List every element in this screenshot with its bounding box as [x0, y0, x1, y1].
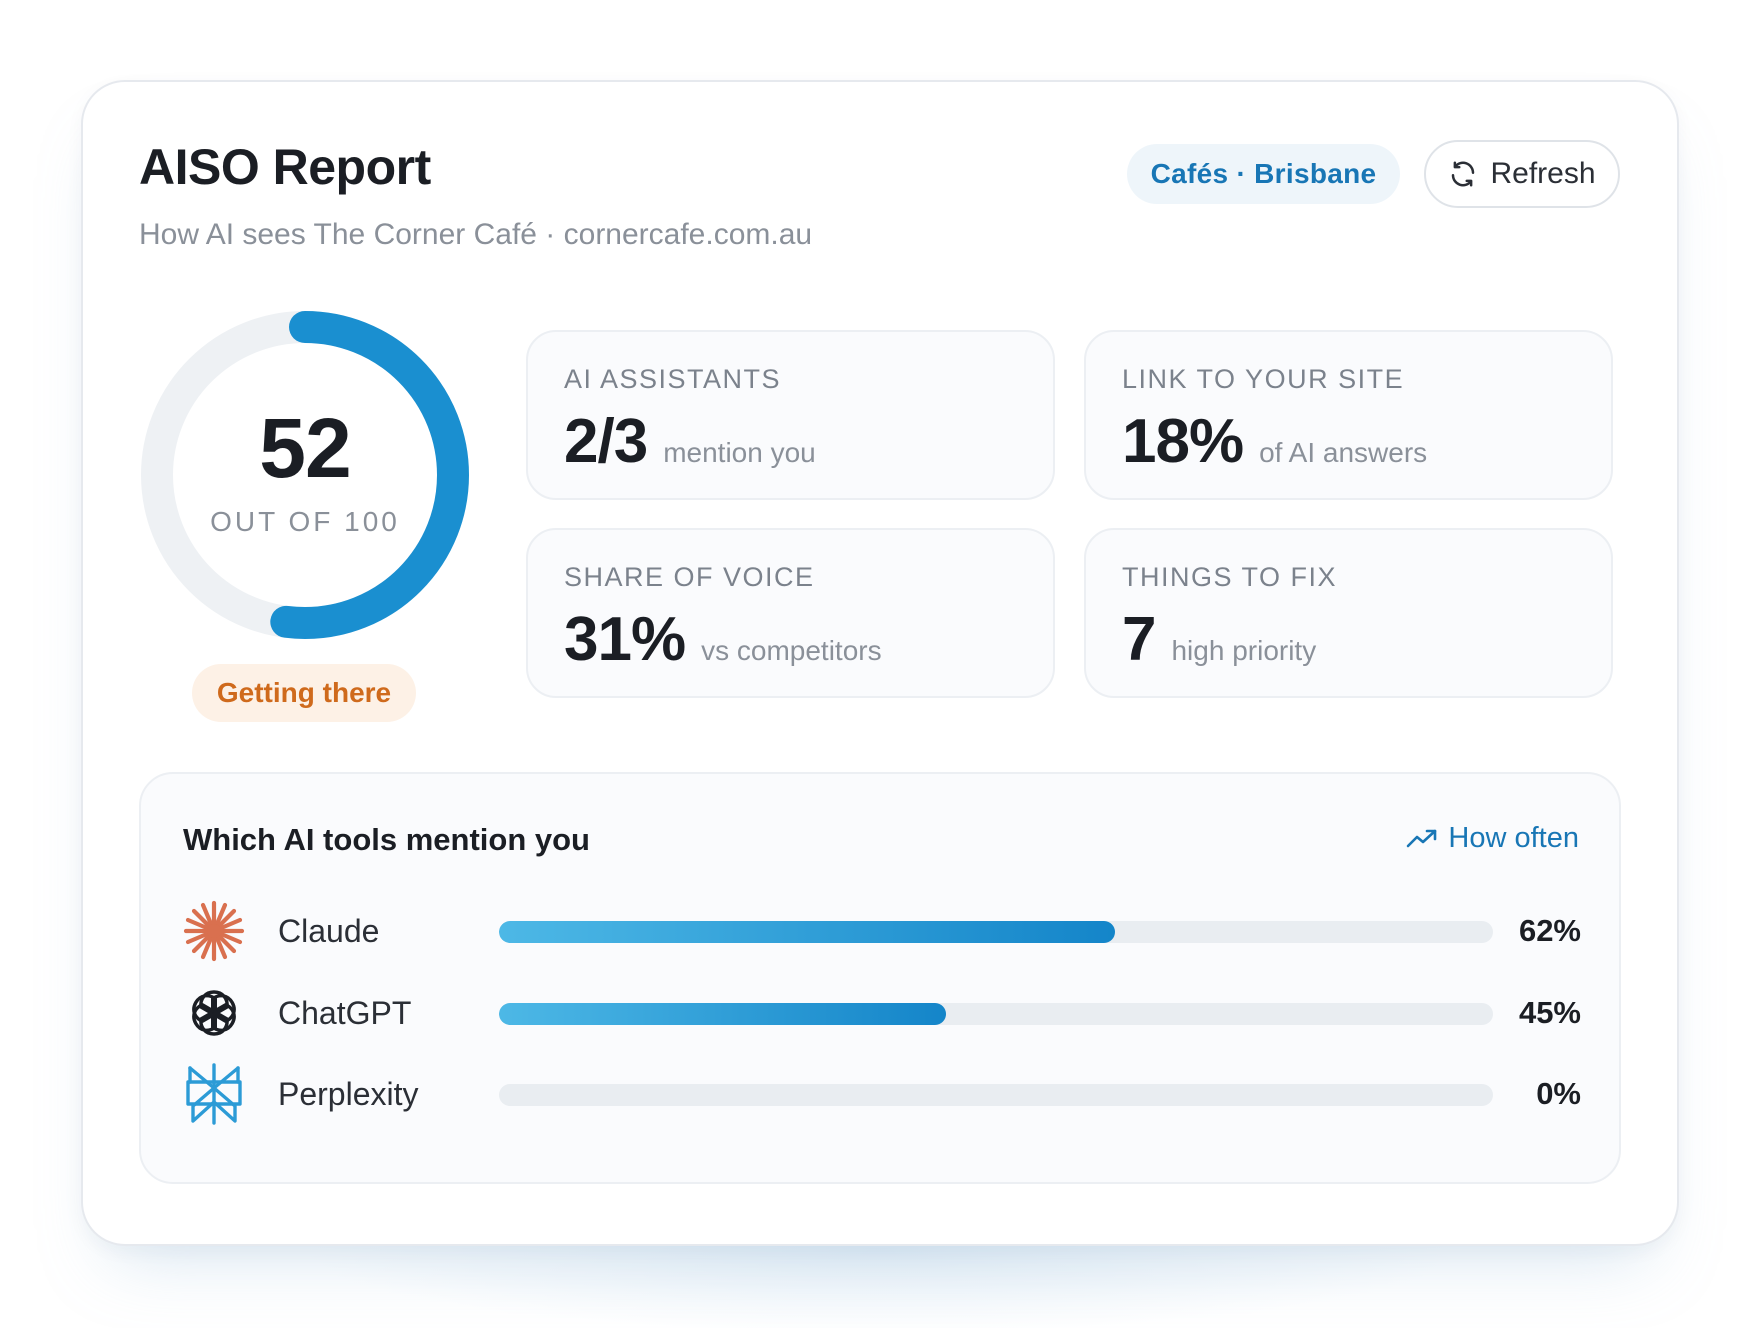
stat-card-ai-assistants: AI ASSISTANTS 2/3 mention you [526, 330, 1055, 500]
status-badge: Getting there [192, 664, 416, 722]
how-often-link[interactable]: How often [1406, 822, 1579, 855]
how-often-label: How often [1448, 822, 1579, 854]
tool-row-perplexity: Perplexity 0% [181, 1059, 1581, 1129]
mention-bar-track [499, 1084, 1493, 1106]
tool-name: Claude [278, 913, 380, 949]
tools-title: Which AI tools mention you [183, 822, 590, 857]
score-value: 52 [259, 401, 351, 495]
mention-bar-track [499, 1003, 1493, 1025]
stat-card-things-to-fix: THINGS TO FIX 7 high priority [1084, 528, 1613, 698]
stat-value: 18% [1122, 407, 1244, 476]
chip-label: Cafés · Brisbane [1150, 158, 1377, 189]
stat-unit: of AI answers [1259, 437, 1428, 468]
tool-row-claude: Claude 62% [181, 896, 1581, 966]
trending-up-icon [1407, 829, 1437, 847]
tool-row-chatgpt: ChatGPT 45% [181, 978, 1581, 1048]
score-caption: OUT OF 100 [210, 506, 400, 537]
ai-tools-panel: Which AI tools mention you How often Cla… [139, 772, 1621, 1184]
stat-unit: mention you [663, 437, 816, 468]
page-subtitle: How AI sees The Corner Café · cornercafe… [139, 218, 813, 251]
gauge-arc [141, 311, 469, 639]
tool-percent: 62% [1518, 913, 1581, 948]
tool-percent: 0% [1536, 1076, 1581, 1111]
stat-label: AI ASSISTANTS [564, 364, 782, 394]
chatgpt-icon [192, 990, 236, 1036]
stat-label: THINGS TO FIX [1122, 562, 1338, 592]
tool-name: ChatGPT [278, 995, 412, 1031]
page-title: AISO Report [139, 139, 431, 195]
category-location-chip[interactable]: Cafés · Brisbane [1127, 144, 1400, 204]
claude-icon [183, 900, 245, 962]
tool-percent: 45% [1518, 995, 1581, 1030]
stat-unit: vs competitors [701, 635, 882, 666]
stat-card-share-of-voice: SHARE OF VOICE 31% vs competitors [526, 528, 1055, 698]
stat-value: 7 [1122, 605, 1156, 674]
stat-value: 31% [564, 605, 686, 674]
perplexity-icon [186, 1063, 242, 1125]
score-gauge [141, 311, 469, 639]
stat-label: SHARE OF VOICE [564, 562, 815, 592]
stat-card-link-to-site: LINK TO YOUR SITE 18% of AI answers [1084, 330, 1613, 500]
refresh-icon [1452, 161, 1475, 187]
stat-unit: high priority [1171, 635, 1317, 666]
tool-name: Perplexity [278, 1076, 419, 1112]
stat-label: LINK TO YOUR SITE [1122, 364, 1405, 394]
mention-bar-fill [499, 921, 1116, 943]
status-label: Getting there [216, 677, 392, 708]
stat-value: 2/3 [564, 407, 648, 476]
refresh-button[interactable]: Refresh [1424, 140, 1620, 208]
mention-bar-fill [499, 1003, 947, 1025]
mention-bar-track [499, 921, 1493, 943]
refresh-label: Refresh [1490, 157, 1596, 190]
